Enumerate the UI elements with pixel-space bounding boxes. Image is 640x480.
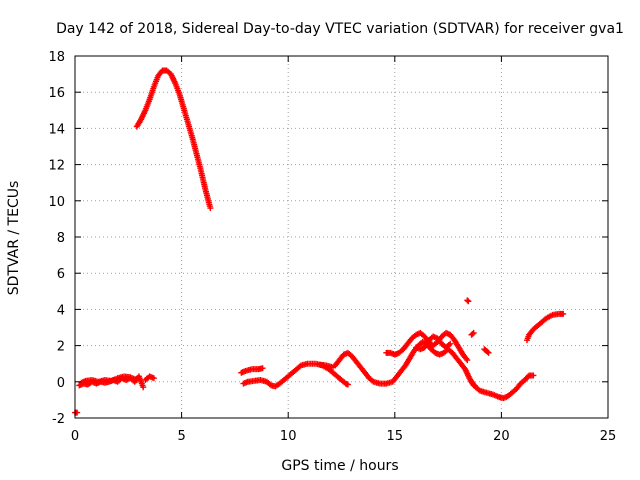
- y-tick-label: 18: [48, 50, 65, 65]
- data-point: [259, 365, 266, 372]
- data-point: [447, 340, 454, 347]
- data-point: [344, 381, 351, 388]
- data-point: [133, 376, 140, 383]
- data-point: [464, 297, 471, 304]
- chart-title: Day 142 of 2018, Sidereal Day-to-day VTE…: [56, 21, 624, 37]
- x-tick-label: 0: [71, 429, 79, 444]
- x-tick-label: 25: [600, 429, 617, 444]
- data-point: [485, 349, 492, 356]
- data-point: [140, 384, 147, 391]
- x-axis-label: GPS time / hours: [281, 458, 398, 474]
- data-point: [207, 205, 214, 212]
- data-point: [530, 372, 537, 379]
- data-point: [560, 310, 567, 317]
- data-points: [72, 67, 567, 416]
- y-tick-label: 8: [57, 231, 65, 246]
- y-tick-label: 0: [57, 376, 65, 391]
- x-tick-label: 10: [280, 429, 297, 444]
- y-tick-label: -2: [52, 412, 65, 427]
- y-tick-label: 6: [57, 267, 65, 282]
- y-tick-label: 4: [57, 303, 65, 318]
- axis-ticks: 0 5 10 15 20 25 -2 0 2 4 6 8 10 12 14 16 18: [48, 50, 616, 444]
- data-point: [470, 329, 477, 336]
- y-tick-label: 12: [48, 159, 65, 174]
- x-tick-label: 20: [493, 429, 510, 444]
- y-axis-label: SDTVAR / TECUs: [6, 181, 22, 296]
- data-point: [150, 375, 157, 382]
- data-point: [484, 348, 491, 355]
- y-tick-label: 14: [48, 122, 65, 137]
- data-point: [469, 330, 476, 337]
- x-tick-label: 5: [177, 429, 185, 444]
- y-tick-label: 10: [48, 195, 65, 210]
- series-sdtvar: [72, 67, 567, 416]
- y-tick-label: 2: [57, 340, 65, 355]
- data-point: [464, 357, 471, 364]
- y-tick-label: 16: [48, 86, 65, 101]
- data-point: [465, 298, 472, 305]
- x-tick-label: 15: [387, 429, 404, 444]
